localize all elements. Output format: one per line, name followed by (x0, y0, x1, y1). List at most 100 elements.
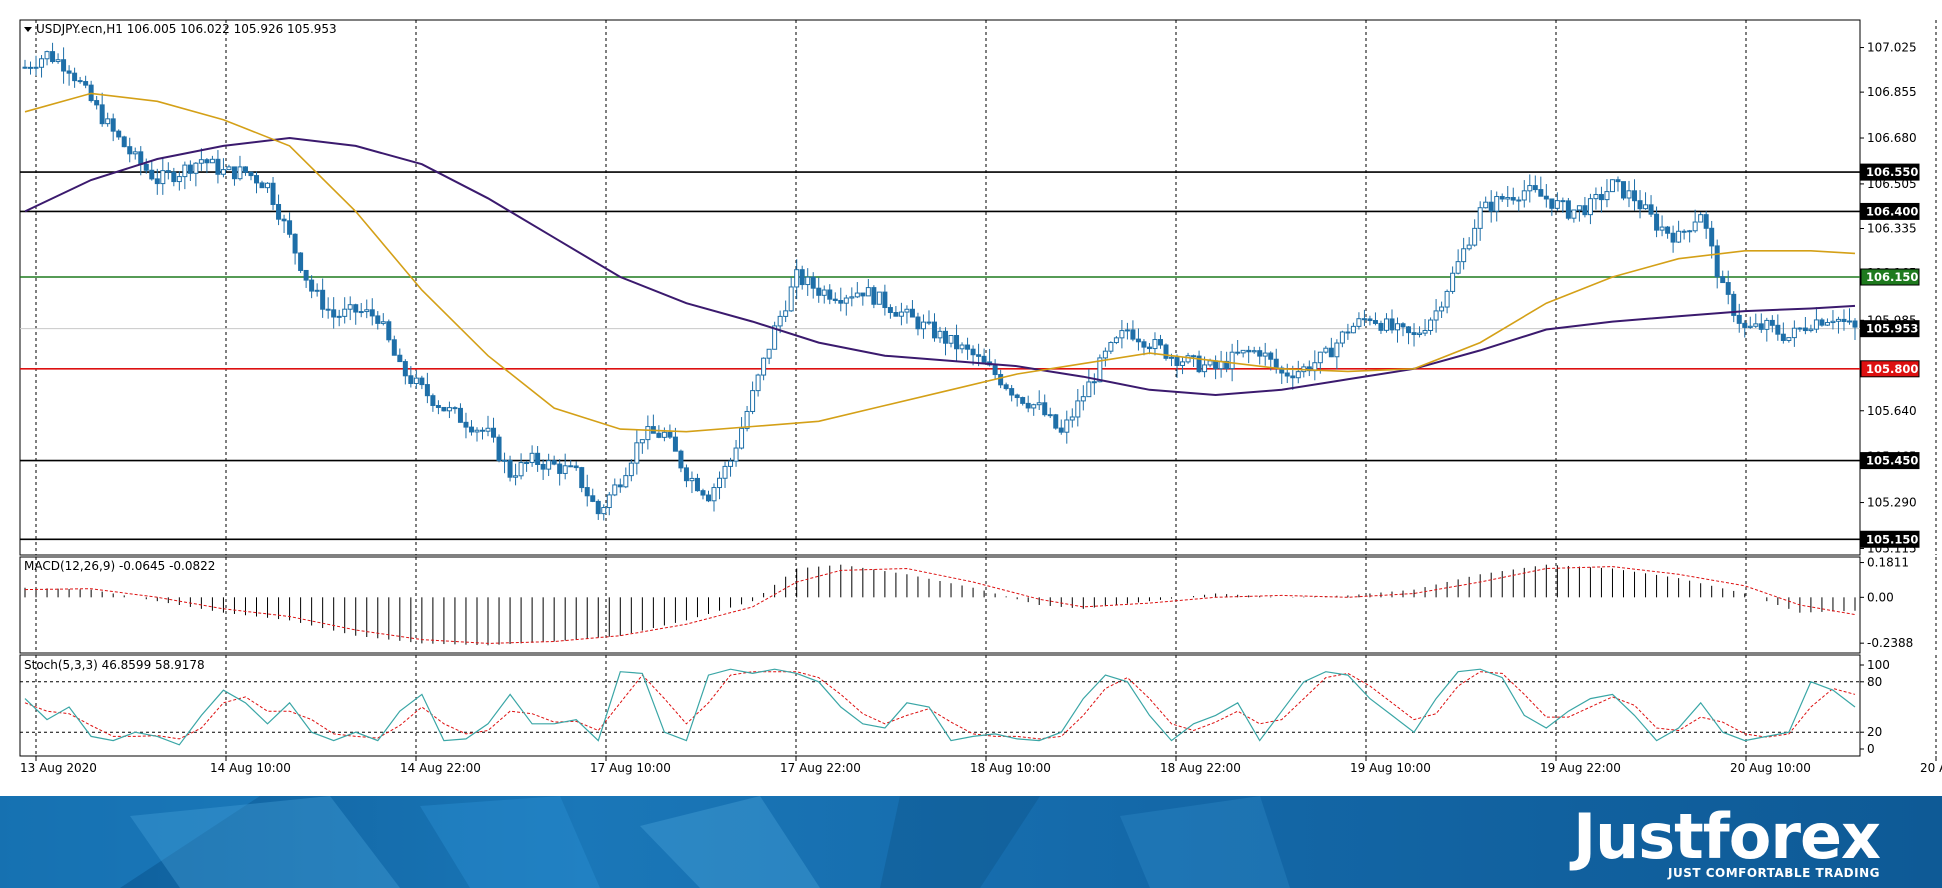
candle-body (617, 484, 623, 488)
candle-body (55, 59, 61, 63)
stochastic-d-line (24, 671, 1856, 740)
candle-body (342, 308, 348, 317)
brand-logo: Justforex (1573, 800, 1881, 873)
candle-body (94, 100, 100, 106)
candle-body (568, 465, 574, 468)
candle-body (1146, 346, 1152, 350)
candle-body (1069, 416, 1075, 421)
candle-body (1477, 207, 1483, 229)
dropdown-triangle-icon[interactable] (24, 27, 32, 32)
stochastic-tick-label: 80 (1867, 675, 1882, 689)
price-tick-label: 105.290 (1867, 496, 1917, 510)
candle-body (1576, 205, 1582, 211)
candle-body (998, 374, 1004, 386)
candle-body (491, 427, 497, 438)
candle-body (1207, 360, 1213, 366)
candle-body (1780, 333, 1786, 341)
candle-body (1433, 310, 1439, 321)
candle-body (948, 334, 954, 344)
candle-body (827, 289, 833, 300)
level-tag: 106.400 (1866, 204, 1918, 218)
candle-body (358, 311, 364, 314)
candle-body (1538, 189, 1544, 197)
candle-body (237, 166, 243, 180)
candle-body (1543, 195, 1549, 200)
candle-body (1169, 356, 1175, 359)
candle-body (281, 218, 287, 222)
candle-body (965, 344, 971, 350)
candle-body (364, 309, 370, 313)
candle-body (634, 442, 640, 464)
candle-body (507, 459, 513, 478)
candle-body (887, 307, 893, 314)
candle-body (943, 330, 949, 344)
candle-body (915, 316, 921, 330)
stochastic-gridlines (35, 655, 1937, 756)
candle-body (1841, 318, 1847, 322)
stochastic-panel: 100 80 20 0 Stoch(5,3,3) 46.8599 58.9178 (19, 654, 1937, 757)
candle-body (1736, 314, 1742, 324)
candle-body (77, 80, 83, 83)
candle-body (193, 162, 199, 174)
level-tag-box (1860, 163, 1920, 181)
candle-body (1549, 198, 1555, 209)
candle-body (474, 429, 480, 433)
candle-body (1229, 351, 1235, 370)
candle-body (309, 279, 315, 292)
candle-body (1665, 226, 1671, 234)
candle-body (672, 436, 678, 452)
candle-body (1461, 248, 1467, 263)
candle-body (1687, 230, 1693, 233)
candle-body (584, 487, 590, 497)
candle-body (1196, 355, 1202, 373)
stochastic-tick-label: 0 (1867, 742, 1875, 756)
candle-body (138, 151, 144, 165)
candle-body (480, 429, 485, 432)
candle-body (463, 421, 469, 428)
candle-body (419, 377, 425, 386)
candle-body (254, 175, 260, 184)
candle-body (1483, 201, 1489, 209)
stochastic-axis: 100 80 20 0 (1860, 658, 1890, 756)
candle-body (1262, 352, 1268, 357)
candle-body (386, 321, 392, 341)
candle-body (1852, 320, 1858, 328)
candle-body (435, 404, 441, 408)
candle-body (502, 459, 508, 462)
candle-body (1191, 355, 1197, 358)
candle-body (1593, 194, 1599, 200)
candle-body (380, 321, 386, 324)
candle-body (893, 312, 899, 317)
macd-signal-line (24, 566, 1856, 644)
candle-body (1819, 319, 1825, 326)
candle-body (744, 410, 750, 429)
candle-body (1009, 388, 1015, 396)
candle-body (1527, 185, 1533, 192)
candle-body (954, 334, 960, 350)
candle-body (1268, 352, 1274, 360)
macd-histogram (24, 564, 1856, 646)
candle-body (1356, 318, 1362, 327)
candle-body (242, 166, 248, 173)
candle-body (513, 475, 519, 478)
candle-body (83, 81, 89, 86)
candle-body (430, 395, 436, 406)
candle-body (832, 298, 838, 302)
candle-body (1135, 338, 1141, 343)
candle-body (1791, 327, 1797, 339)
time-label: 18 Aug 22:00 (1160, 761, 1241, 775)
candle-body (1532, 185, 1538, 191)
price-chart[interactable]: 107.025106.855106.680106.505106.335106.1… (0, 0, 1942, 796)
candle-body (1560, 200, 1566, 203)
candle-body (1648, 204, 1654, 215)
candle-body (320, 289, 326, 310)
candle-body (1224, 360, 1230, 370)
stochastic-panel-frame (19, 654, 1861, 757)
vertical-gridlines (35, 20, 1937, 555)
candle-body (1709, 227, 1715, 247)
candle-body (562, 465, 568, 474)
macd-tick-label: 0.1811 (1867, 556, 1909, 570)
time-label: 17 Aug 10:00 (590, 761, 671, 775)
candle-body (1620, 181, 1626, 199)
candle-body (821, 289, 827, 296)
